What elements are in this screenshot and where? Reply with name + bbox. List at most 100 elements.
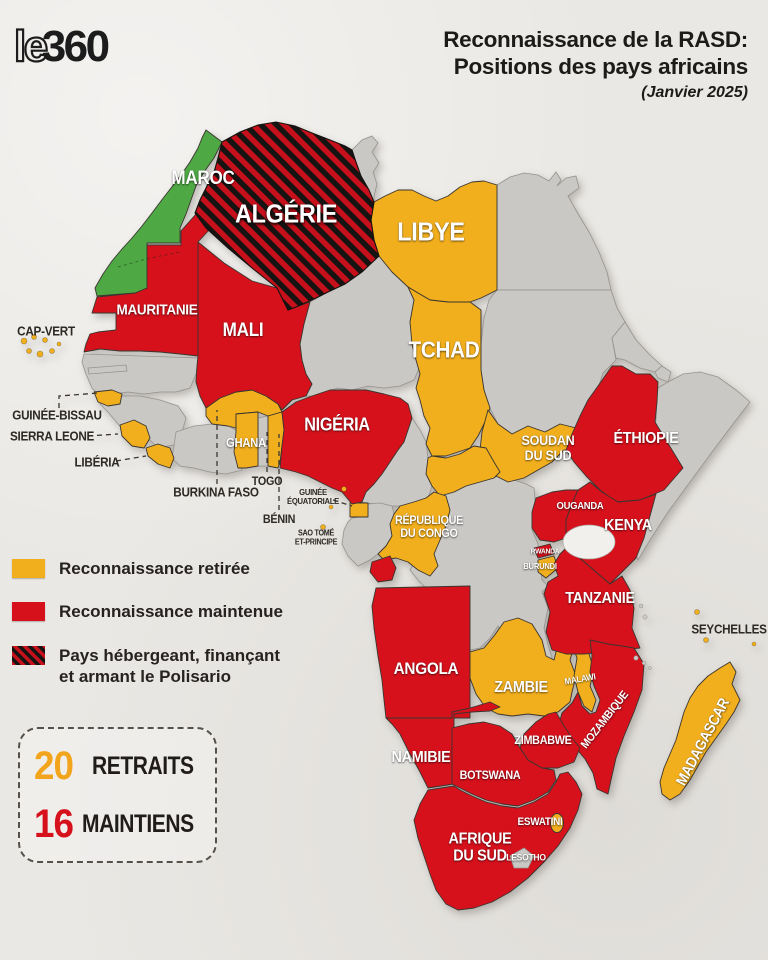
lake-victoria [562,524,616,560]
label-mozambique: MOZAMBIQUE [578,689,632,751]
label-guinee-bissau: GUINÉE-BISSAU [12,407,102,423]
label-madagascar: MADAGASCAR [672,695,734,789]
legend-item-polisario: Pays hébergeant, finançant et armant le … [12,645,283,688]
retraits-count: 20 [34,743,74,788]
country-libye [370,180,498,303]
stats-row-retraits: 20 RETRAITS [34,737,215,795]
country-cabinda [369,555,397,583]
label-malawi: MALAWI [563,671,597,687]
label-benin: BÉNIN [262,512,296,526]
label-angola: ANGOLA [393,659,459,678]
country-congo [377,491,451,577]
comoros-zanzibar-islands [633,603,652,670]
label-namibie: NAMIBIE [391,749,451,766]
country-madagascar [659,661,741,801]
country-tchad [407,286,491,457]
label-cap-vert: CAP-VERT [17,323,75,339]
logo-le: le [13,21,49,72]
cap-vert-islands [20,334,62,358]
label-rwanda: RWANDA [530,546,560,556]
label-soudan-du-sud: SOUDAN DU SUD [521,431,575,463]
leader-guinee-bissau [58,392,100,408]
country-centrafrique [425,445,501,497]
legend-swatch-polisario-hatch [12,645,45,665]
legend-label-maintenue: Reconnaissance maintenue [59,602,283,622]
label-burkina-faso: BURKINA FASO [173,484,259,500]
country-namibie [385,701,501,789]
label-tchad: TCHAD [408,336,480,363]
label-algerie: ALGÉRIE [234,198,338,229]
label-sierra-leone: SIERRA LEONE [9,428,95,444]
country-rwanda [533,543,555,559]
maintiens-count: 16 [34,801,74,846]
country-nigeria [279,389,413,505]
seychelles-islands [694,609,757,647]
logo-360: 360 [41,22,110,71]
label-togo: TOGO [251,474,283,488]
label-zimbabwe: ZIMBABWE [514,733,572,747]
country-senegal [81,353,199,397]
legend-label-retiree: Reconnaissance retirée [59,559,250,578]
stats-row-maintiens: 16 MAINTIENS [34,795,215,853]
country-djibouti [654,365,672,383]
label-republique-du-congo: RÉPUBLIQUE DU CONGO [394,513,464,540]
legend-item-maintenue: Reconnaissance maintenue [12,602,283,622]
label-lesotho: LESOTHO [506,852,546,864]
label-guinee-equatoriale: GUINÉE ÉQUATORIALE [286,486,340,506]
country-liberia [145,443,175,469]
legend-label-polisario: Pays hébergeant, finançant et armant le … [59,645,281,687]
label-ouganda: OUGANDA [556,500,604,512]
country-guinee-bissau [93,389,123,407]
label-maroc: MAROC [171,168,235,189]
country-guinee-equatoriale [349,502,369,518]
label-liberia: LIBÉRIA [74,454,120,470]
country-burundi [537,555,559,579]
legend: Reconnaissance retirée Reconnaissance ma… [12,559,283,711]
country-ethiopie [565,365,684,503]
hatch-swatch-icon [12,645,45,665]
country-maroc [94,129,223,297]
country-gambie [87,364,128,375]
stats-box: 20 RETRAITS 16 MAINTIENS [18,727,217,863]
country-egypte [496,171,612,291]
leader-guinee-equatoriale [332,499,353,507]
country-eswatini [550,813,564,833]
label-libye: LIBYE [397,216,465,247]
title-line1: Reconnaissance de la RASD: [443,27,748,52]
country-afrique-du-sud [413,771,583,911]
label-nigeria: NIGÉRIA [304,414,370,435]
le360-logo: le360 [13,21,110,72]
retraits-label: RETRAITS [92,751,194,780]
country-botswana [451,721,557,807]
title-subtitle: (Janvier 2025) [641,83,748,101]
label-afrique-du-sud: AFRIQUE DU SUD [448,830,512,865]
legend-swatch-maintenue [12,602,45,622]
label-mauritanie: MAURITANIE [116,301,198,319]
country-lesotho [509,847,535,869]
label-zambie: ZAMBIE [494,679,548,696]
label-ghana: GHANA [226,436,266,450]
label-burundi: BURUNDI [523,561,557,571]
legend-item-retiree: Reconnaissance retirée [12,559,283,579]
country-algerie-polisario-hatch [194,121,380,311]
title-line2: Positions des pays africains [453,54,749,80]
country-sierra-leone [119,419,151,449]
label-mali: MALI [222,320,264,341]
label-kenya: KENYA [604,517,652,534]
sao-tome-islands [320,486,347,530]
label-ethiopie: ÉTHIOPIE [613,430,679,447]
country-angola [371,585,471,719]
label-seychelles: SEYCHELLES [691,621,767,637]
page-title: Reconnaissance de la RASD: Positions des… [443,26,748,102]
country-mozambique [557,639,645,795]
label-tanzanie: TANZANIE [565,590,635,607]
label-sao-tome: SAO TOMÉ ET-PRINCIPE [294,528,338,546]
country-ghana [233,411,259,469]
maintiens-label: MAINTIENS [82,809,194,838]
label-eswatini: ESWATINI [517,816,563,828]
legend-swatch-retiree [12,559,45,578]
country-guinee [99,395,187,449]
